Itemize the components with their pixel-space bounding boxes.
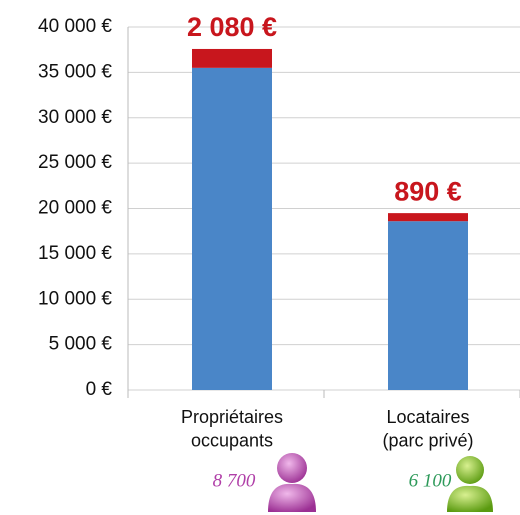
bar-segment bbox=[388, 213, 468, 222]
y-tick-label: 30 000 € bbox=[38, 107, 112, 128]
x-tick-label: Propriétaires occupants bbox=[181, 407, 283, 450]
y-tick-label: 5 000 € bbox=[49, 334, 113, 355]
y-tick-label: 15 000 € bbox=[38, 243, 112, 264]
y-tick-label: 40 000 € bbox=[38, 16, 112, 37]
bar-segment bbox=[192, 67, 272, 391]
y-tick-label: 25 000 € bbox=[38, 152, 112, 173]
y-tick-label: 0 € bbox=[86, 379, 113, 400]
y-tick-label: 35 000 € bbox=[38, 61, 112, 82]
x-tick-label: Locataires (parc privé) bbox=[382, 407, 473, 450]
household-count: 8 700 bbox=[213, 470, 256, 491]
y-tick-label: 10 000 € bbox=[38, 288, 112, 309]
bar-segment bbox=[388, 221, 468, 390]
data-label: 890 € bbox=[394, 176, 462, 206]
person-icon bbox=[268, 453, 316, 512]
bar-segment bbox=[192, 48, 272, 68]
data-label: 2 080 € bbox=[187, 12, 277, 42]
y-tick-label: 20 000 € bbox=[38, 198, 112, 219]
household-count: 6 100 bbox=[409, 470, 452, 491]
person-icon bbox=[447, 456, 493, 512]
